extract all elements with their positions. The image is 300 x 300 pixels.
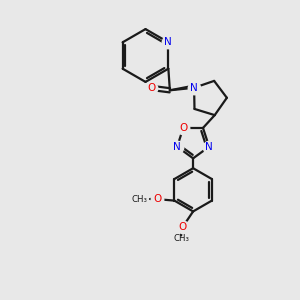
Text: N: N [164, 37, 172, 47]
Text: O: O [153, 194, 161, 204]
Text: N: N [190, 83, 198, 93]
Text: O: O [178, 222, 187, 232]
Text: O: O [179, 123, 188, 133]
Text: CH₃: CH₃ [131, 195, 147, 204]
Text: N: N [173, 142, 181, 152]
Text: O: O [147, 83, 155, 93]
Text: CH₃: CH₃ [173, 234, 189, 243]
Text: N: N [205, 142, 213, 152]
